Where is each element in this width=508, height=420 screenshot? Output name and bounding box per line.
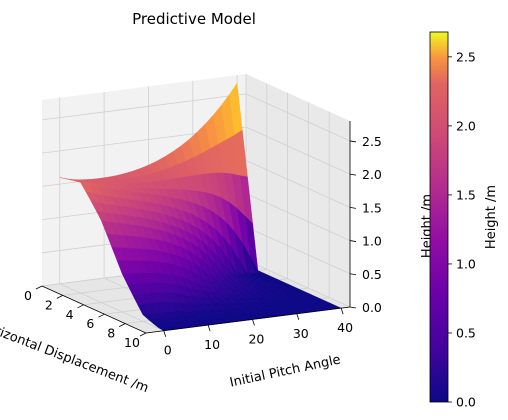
grid-line-y <box>59 97 164 332</box>
colorbar-ticks: 0.0 0.5 1.0 1.5 2.0 2.5 <box>448 49 476 410</box>
x-tick-label: 8 <box>107 326 115 341</box>
y-tick-label: 20 <box>248 331 264 346</box>
z-tick-label: 0.5 <box>362 267 382 282</box>
y-tick-mark <box>252 319 255 326</box>
x-tick-label: 0 <box>24 288 32 303</box>
x-tick-label: 6 <box>86 316 94 331</box>
z-tick-label: 2.0 <box>362 167 382 182</box>
x-axis-line <box>41 285 147 334</box>
x-tick-label: 2 <box>45 297 53 312</box>
z-tick-mark <box>349 306 357 309</box>
colorbar-tick-label: 0.0 <box>456 395 476 410</box>
colorbar <box>429 31 449 403</box>
x-tick-mark <box>119 323 126 327</box>
y-tick-mark <box>340 308 344 315</box>
x-tick-label: 4 <box>66 307 74 322</box>
back-pane-right <box>246 74 350 307</box>
z-tick-mark <box>349 240 357 242</box>
surface-mesh <box>59 82 342 331</box>
colorbar-tick-label: 2.0 <box>456 118 476 133</box>
x-axis-label: Horizontal Displacement /m <box>0 317 150 396</box>
z-tick-mark <box>349 173 357 176</box>
y-axis-line <box>145 306 351 334</box>
x-tick-mark <box>56 295 63 299</box>
x-tick-mark <box>139 332 147 337</box>
z-tick-label: 2.5 <box>362 134 382 149</box>
y-tick-label: 10 <box>204 337 220 352</box>
y-tick-mark <box>163 330 167 337</box>
y-tick-label: 40 <box>337 320 353 335</box>
x-tick-mark <box>77 304 84 309</box>
colorbar-tick-label: 2.5 <box>456 49 476 64</box>
colorbar-label: Height /m <box>484 185 499 249</box>
x-tick-label: 10 <box>124 335 140 350</box>
y-tick-label: 0 <box>164 343 172 358</box>
chart-title: Predictive Model <box>132 10 256 28</box>
z-tick-mark <box>349 140 357 143</box>
x-tick-mark <box>98 313 105 318</box>
z-tick-label: 1.0 <box>362 234 382 249</box>
axis-lines <box>41 121 351 334</box>
y-tick-mark <box>296 313 300 320</box>
z-tick-label: 0.0 <box>362 300 382 315</box>
y-tick-label: 30 <box>293 326 309 341</box>
y-axis-label: Initial Pitch Angle <box>229 353 343 391</box>
z-tick-mark <box>349 206 357 209</box>
y-tick-mark <box>207 324 211 332</box>
z-tick-label: 1.5 <box>362 200 382 215</box>
z-tick-mark <box>349 273 357 276</box>
colorbar-tick-label: 0.5 <box>456 325 476 340</box>
colorbar-tick-label: 1.0 <box>456 256 476 271</box>
colorbar-tick-label: 1.5 <box>456 187 476 202</box>
x-tick-mark <box>35 285 43 290</box>
